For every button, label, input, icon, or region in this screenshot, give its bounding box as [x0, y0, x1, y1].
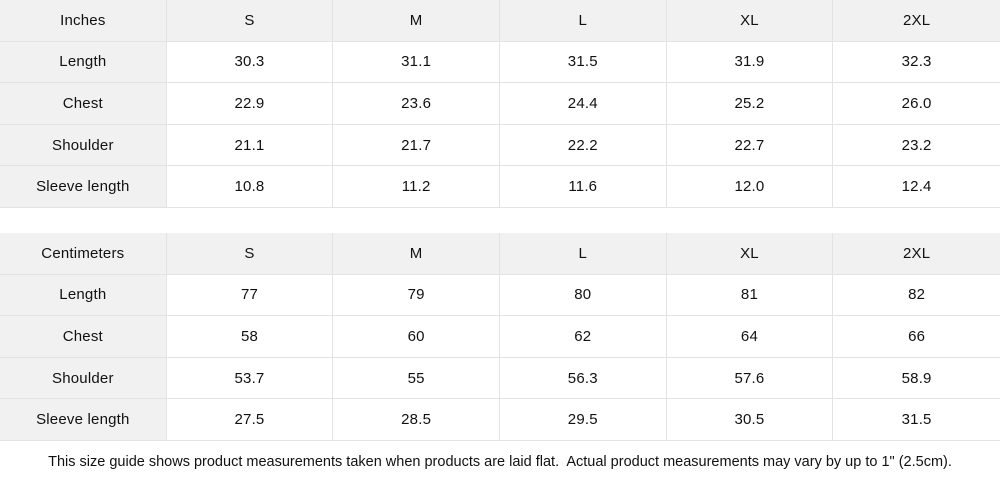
table-row: Length 77 79 80 81 82	[0, 274, 1000, 317]
size-column-header: L	[499, 232, 667, 275]
table-row: Length 30.3 31.1 31.5 31.9 32.3	[0, 41, 1000, 84]
size-column-header: M	[333, 232, 500, 275]
measurement-value: 11.2	[333, 166, 500, 208]
measurement-value: 56.3	[499, 357, 667, 400]
table-row: Shoulder 21.1 21.7 22.2 22.7 23.2	[0, 124, 1000, 167]
size-table-header-row: Inches S M L XL 2XL	[0, 0, 1000, 42]
measurement-value: 53.7	[166, 357, 334, 400]
size-column-header: S	[166, 0, 334, 42]
measurement-value: 23.6	[333, 83, 500, 125]
size-table-inches: Inches S M L XL 2XL Length 30.3 31.1 31.5 31.9 32.3…	[0, 0, 1000, 208]
measurement-label: Sleeve length	[0, 166, 167, 208]
measurement-label: Length	[0, 274, 167, 317]
size-column-header: XL	[666, 232, 834, 275]
table-row: Shoulder 53.7 55 56.3 57.6 58.9	[0, 357, 1000, 400]
measurement-label: Chest	[0, 316, 167, 358]
measurement-value: 57.6	[666, 357, 834, 400]
size-column-header: S	[166, 232, 334, 275]
size-column-header: M	[333, 0, 500, 42]
measurement-value: 22.7	[666, 124, 834, 167]
measurement-value: 22.2	[499, 124, 667, 167]
measurement-value: 66	[833, 316, 1000, 358]
measurement-value: 31.1	[333, 41, 500, 84]
measurement-value: 31.9	[666, 41, 834, 84]
measurement-value: 29.5	[499, 399, 667, 441]
measurement-value: 10.8	[166, 166, 334, 208]
size-guide-disclaimer: This size guide shows product measuremen…	[0, 440, 1000, 483]
measurement-label: Shoulder	[0, 357, 167, 400]
unit-label: Centimeters	[0, 232, 167, 275]
measurement-value: 58.9	[833, 357, 1000, 400]
measurement-value: 81	[666, 274, 834, 317]
size-column-header: 2XL	[833, 232, 1000, 275]
table-row: Chest 58 60 62 64 66	[0, 316, 1000, 358]
measurement-value: 31.5	[499, 41, 667, 84]
size-table-header-row: Centimeters S M L XL 2XL	[0, 232, 1000, 275]
table-row: Sleeve length 10.8 11.2 11.6 12.0 12.4	[0, 166, 1000, 208]
measurement-label: Length	[0, 41, 167, 84]
measurement-value: 22.9	[166, 83, 334, 125]
size-column-header: XL	[666, 0, 834, 42]
measurement-value: 12.0	[666, 166, 834, 208]
measurement-value: 60	[333, 316, 500, 358]
measurement-value: 32.3	[833, 41, 1000, 84]
unit-label: Inches	[0, 0, 167, 42]
measurement-label: Shoulder	[0, 124, 167, 167]
measurement-label: Sleeve length	[0, 399, 167, 441]
table-gap	[0, 207, 1000, 233]
measurement-label: Chest	[0, 83, 167, 125]
measurement-value: 64	[666, 316, 834, 358]
measurement-value: 24.4	[499, 83, 667, 125]
table-row: Sleeve length 27.5 28.5 29.5 30.5 31.5	[0, 399, 1000, 441]
measurement-value: 31.5	[833, 399, 1000, 441]
measurement-value: 30.3	[166, 41, 334, 84]
measurement-value: 62	[499, 316, 667, 358]
measurement-value: 30.5	[666, 399, 834, 441]
size-column-header: L	[499, 0, 667, 42]
measurement-value: 27.5	[166, 399, 334, 441]
measurement-value: 77	[166, 274, 334, 317]
table-row: Chest 22.9 23.6 24.4 25.2 26.0	[0, 83, 1000, 125]
measurement-value: 11.6	[499, 166, 667, 208]
measurement-value: 26.0	[833, 83, 1000, 125]
measurement-value: 21.7	[333, 124, 500, 167]
measurement-value: 80	[499, 274, 667, 317]
measurement-value: 79	[333, 274, 500, 317]
measurement-value: 25.2	[666, 83, 834, 125]
measurement-value: 12.4	[833, 166, 1000, 208]
measurement-value: 55	[333, 357, 500, 400]
size-column-header: 2XL	[833, 0, 1000, 42]
measurement-value: 23.2	[833, 124, 1000, 167]
size-table-centimeters: Centimeters S M L XL 2XL Length 77 79 80 81 82 Chest…	[0, 232, 1000, 441]
measurement-value: 21.1	[166, 124, 334, 167]
measurement-value: 28.5	[333, 399, 500, 441]
measurement-value: 82	[833, 274, 1000, 317]
measurement-value: 58	[166, 316, 334, 358]
